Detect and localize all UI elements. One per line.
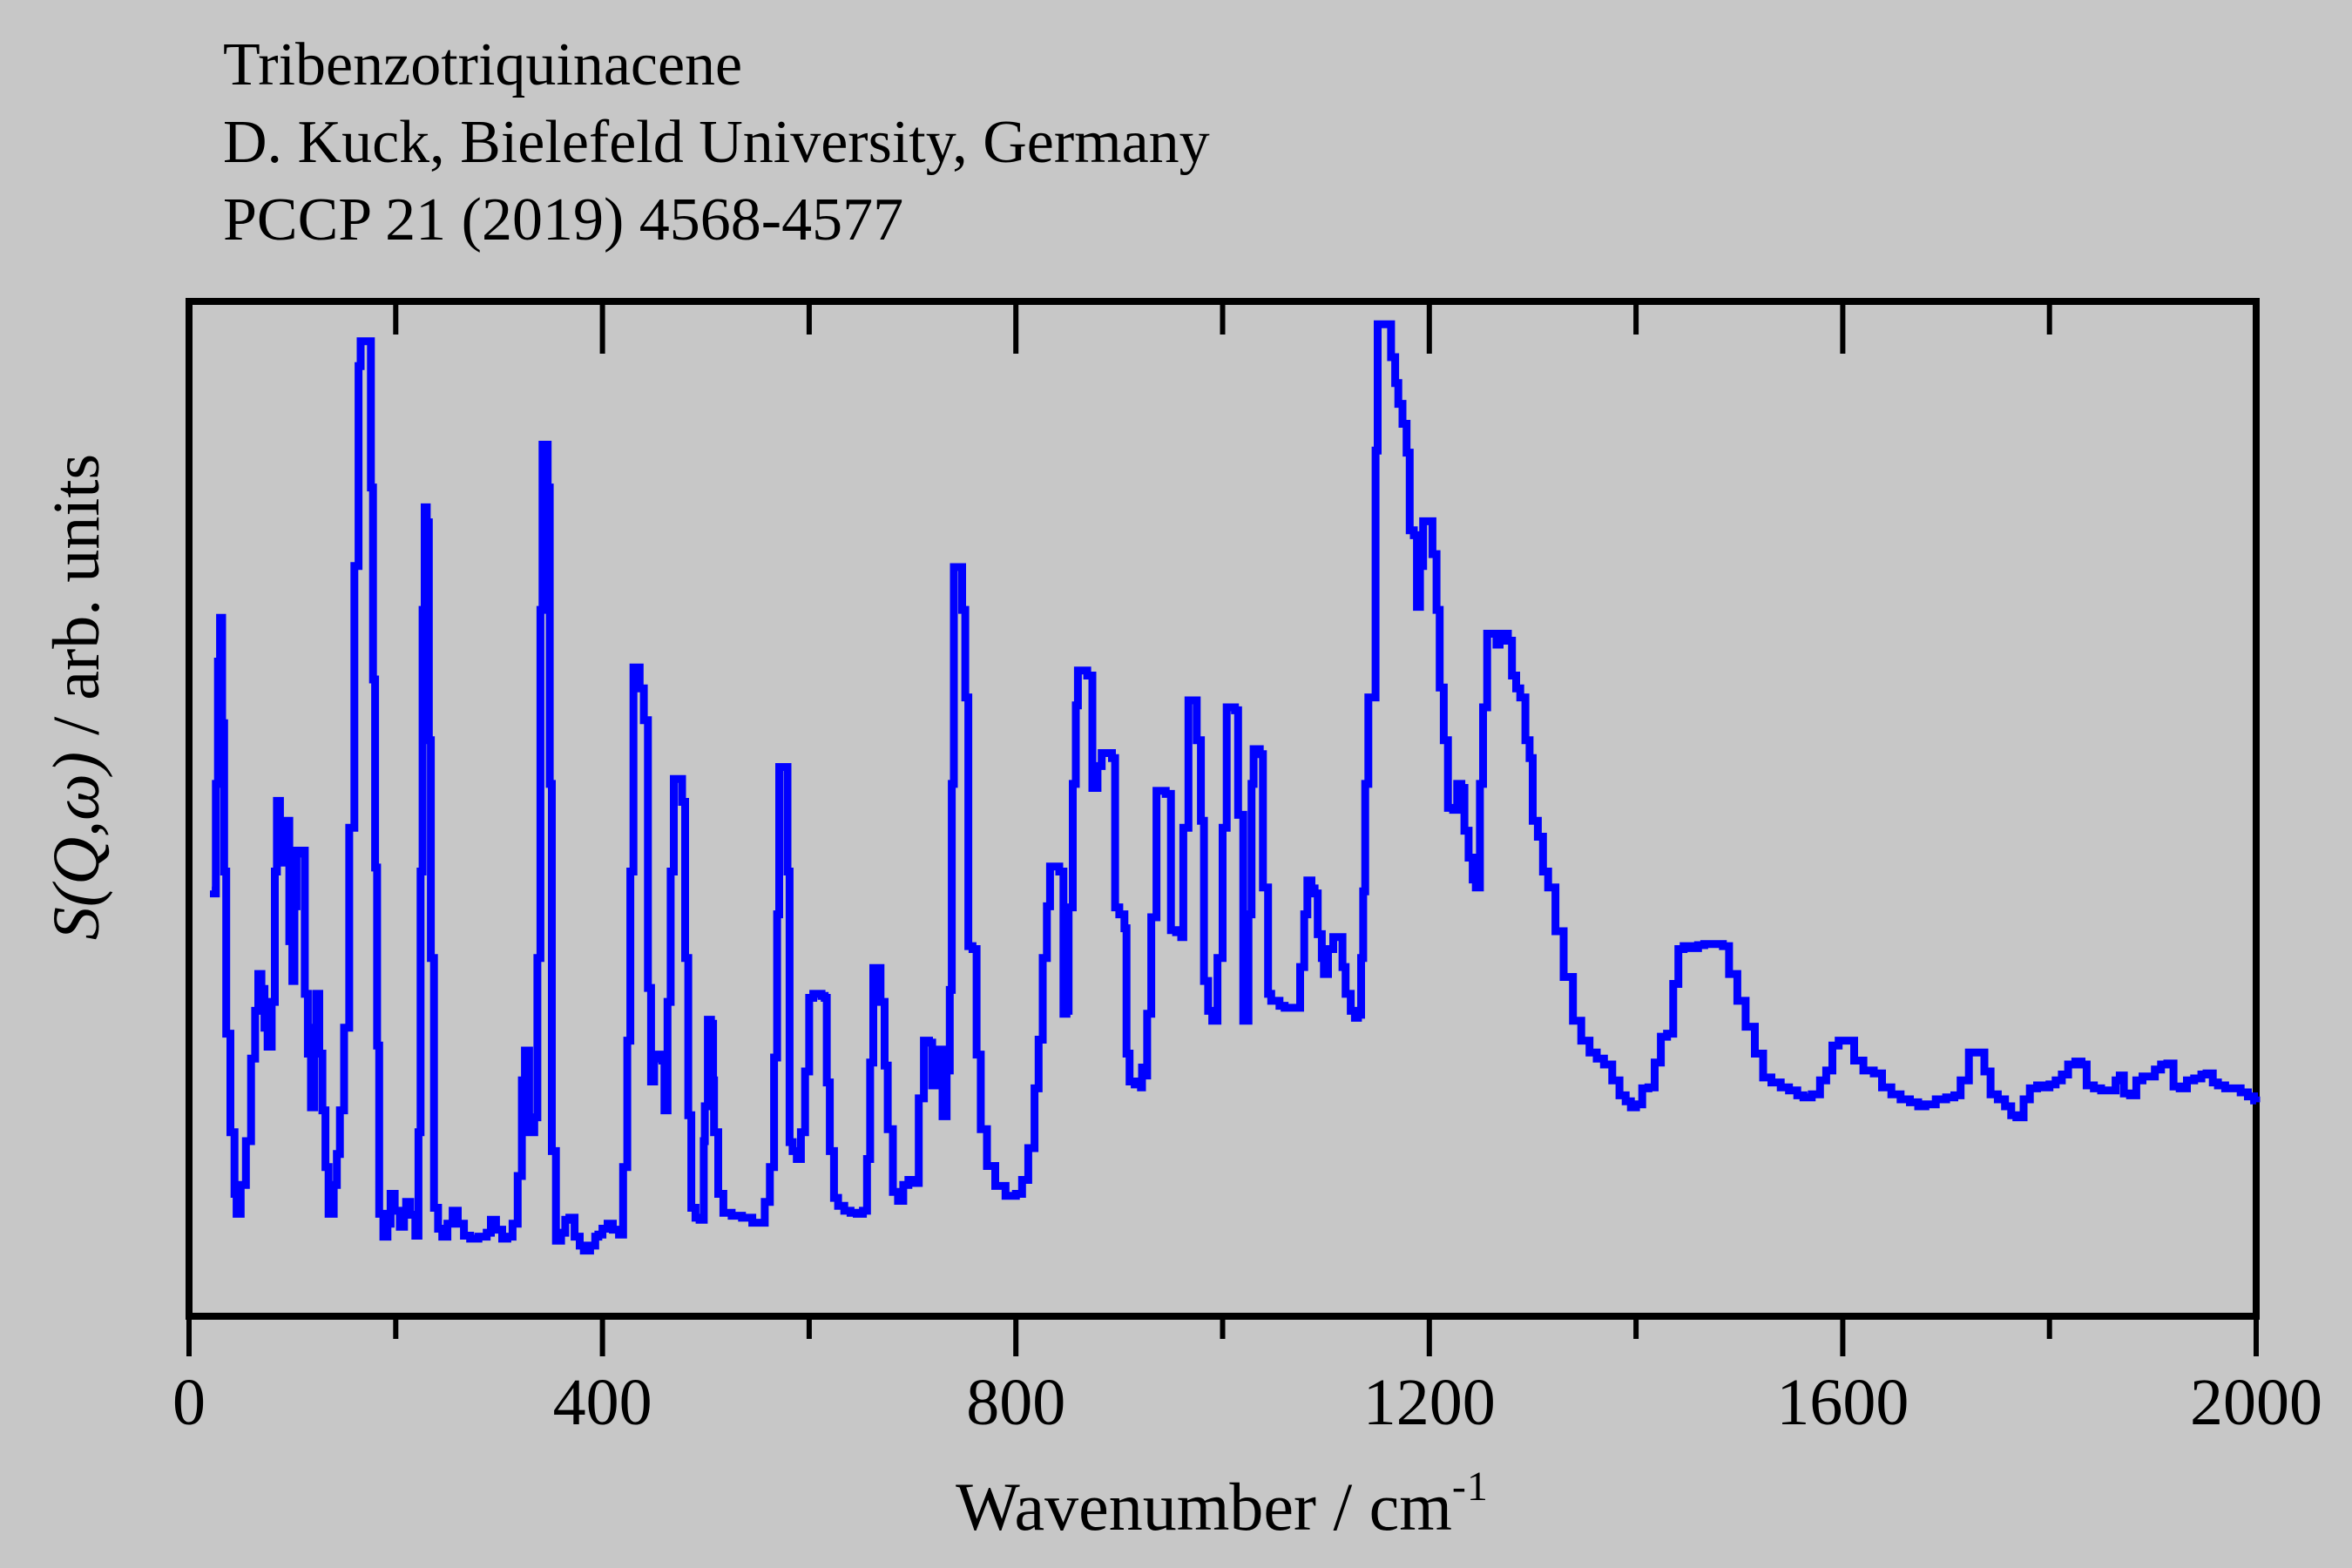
x-tick-label: 2000 bbox=[2190, 1366, 2322, 1439]
annotation-journal-reference: PCCP 21 (2019) 4568-4577 bbox=[223, 186, 904, 253]
x-tick-label: 800 bbox=[966, 1366, 1066, 1439]
x-axis-title-exponent: -1 bbox=[1451, 1463, 1489, 1510]
x-tick-label: 1200 bbox=[1362, 1366, 1496, 1439]
y-axis-title-symbol: S(Q,ω) bbox=[40, 751, 113, 941]
x-axis-title-text: Wavenumber / cm bbox=[956, 1469, 1452, 1544]
annotation-author-affiliation: D. Kuck, Bielefeld University, Germany bbox=[223, 109, 1210, 176]
annotation-compound-name: Tribenzotriquinacene bbox=[223, 31, 743, 98]
axes-box bbox=[186, 298, 2260, 1320]
x-tick-label: 0 bbox=[172, 1366, 206, 1439]
y-axis-title: S(Q,ω) / arb. units bbox=[40, 453, 113, 941]
figure-annotation-block: Tribenzotriquinacene D. Kuck, Bielefeld … bbox=[223, 26, 1210, 259]
spectrum-trace bbox=[210, 320, 2261, 1255]
x-tick-label: 400 bbox=[552, 1366, 652, 1439]
x-tick-label: 1600 bbox=[1776, 1366, 1909, 1439]
x-axis-title: Wavenumber / cm-1 bbox=[956, 1450, 1489, 1544]
y-axis-title-units: / arb. units bbox=[40, 453, 113, 752]
